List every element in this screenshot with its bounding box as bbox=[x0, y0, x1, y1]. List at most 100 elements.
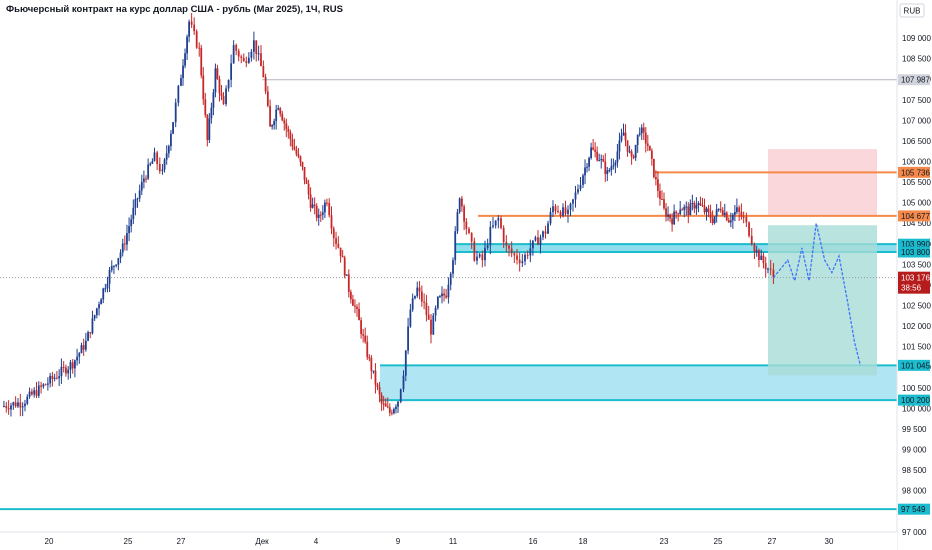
candle-body bbox=[51, 375, 54, 379]
time-axis-bg bbox=[0, 532, 897, 550]
candle-body bbox=[82, 345, 85, 350]
candle-body bbox=[476, 256, 478, 261]
chart-title: Фьючерсный контракт на курс доллар США -… bbox=[6, 4, 343, 15]
candle-body bbox=[202, 75, 205, 100]
candle-body bbox=[630, 151, 633, 157]
candle-body bbox=[577, 189, 579, 193]
candle-body bbox=[65, 367, 67, 374]
candle-body bbox=[567, 209, 569, 214]
candle-body bbox=[602, 158, 605, 162]
candle-body bbox=[404, 350, 407, 376]
candle-body bbox=[230, 63, 233, 80]
zone-bottom-tag-bg bbox=[898, 246, 930, 258]
zone-top-tag: 103 990 bbox=[901, 240, 930, 249]
candle-body bbox=[140, 181, 143, 191]
candle-body bbox=[557, 210, 559, 213]
candle-body bbox=[80, 345, 83, 354]
current-price-tag-bg bbox=[898, 271, 930, 294]
time-tick-label: 16 bbox=[529, 537, 538, 546]
candle-body bbox=[707, 208, 710, 213]
candle-body bbox=[443, 293, 445, 296]
candle-body bbox=[89, 332, 92, 334]
candle-body bbox=[188, 21, 190, 37]
time-tick-label: Дек bbox=[255, 537, 269, 546]
candle-body bbox=[458, 198, 461, 213]
candle-body bbox=[186, 36, 188, 54]
candle-body bbox=[366, 341, 369, 358]
candle-body bbox=[628, 151, 631, 153]
candle-body bbox=[78, 353, 81, 357]
candle-body bbox=[368, 357, 371, 359]
position-tool bbox=[768, 149, 877, 376]
candle-body bbox=[362, 334, 365, 336]
candle-body bbox=[95, 308, 98, 316]
candle-body bbox=[58, 376, 61, 379]
zone-bottom-tag: 100 200 bbox=[901, 396, 930, 405]
candle-body bbox=[418, 287, 421, 292]
projection-layer bbox=[772, 223, 862, 366]
level-price-tag: 104 677 bbox=[901, 212, 930, 221]
currency-label[interactable]: RUB bbox=[904, 7, 921, 16]
candle-body bbox=[354, 305, 356, 307]
candle-body bbox=[725, 212, 728, 221]
candle-body bbox=[147, 164, 150, 179]
time-tick-label: 18 bbox=[579, 537, 588, 546]
candle-body bbox=[612, 165, 615, 167]
candle-body bbox=[3, 405, 5, 407]
price-tick-label: 109 000 bbox=[902, 34, 931, 43]
candle-body bbox=[620, 135, 623, 141]
candle-body bbox=[218, 79, 221, 94]
candle-body bbox=[685, 206, 688, 208]
time-tick-label: 25 bbox=[124, 537, 133, 546]
candle-body bbox=[544, 231, 547, 234]
candle-body bbox=[699, 203, 702, 206]
candle-body bbox=[390, 412, 393, 414]
candle-body bbox=[648, 145, 651, 151]
candle-body bbox=[727, 220, 730, 223]
candle-body bbox=[260, 53, 262, 67]
candle-body bbox=[610, 166, 613, 171]
candle-body bbox=[35, 390, 38, 396]
candle-body bbox=[582, 175, 584, 185]
candle-body bbox=[28, 391, 31, 397]
candle-body bbox=[622, 132, 625, 136]
candle-body bbox=[117, 258, 120, 265]
candle-body bbox=[736, 207, 738, 212]
candle-body bbox=[711, 218, 714, 223]
candle-body bbox=[695, 205, 698, 209]
candle-body bbox=[145, 178, 147, 180]
time-tick-label: 23 bbox=[660, 537, 669, 546]
candle-body bbox=[352, 299, 354, 306]
level-price-tag-bg bbox=[898, 74, 930, 86]
candle-body bbox=[460, 198, 463, 207]
candle-body bbox=[636, 134, 639, 145]
candle-body bbox=[87, 332, 89, 341]
candle-body bbox=[76, 356, 78, 361]
candle-body bbox=[534, 237, 537, 241]
candle-body bbox=[738, 207, 741, 212]
candle-body bbox=[723, 212, 726, 215]
candle-body bbox=[303, 166, 306, 181]
candle-body bbox=[640, 127, 643, 134]
candle-body bbox=[305, 180, 308, 184]
candle-body bbox=[37, 385, 40, 396]
candle-body bbox=[562, 207, 564, 216]
candle-body bbox=[291, 139, 294, 147]
candle-body bbox=[102, 288, 105, 300]
candle-body bbox=[606, 170, 609, 174]
price-tick-label: 100 500 bbox=[902, 384, 931, 393]
price-tick-label: 98 000 bbox=[902, 487, 927, 496]
candle-body bbox=[542, 231, 544, 238]
candle-body bbox=[123, 243, 126, 245]
candle-body bbox=[364, 335, 367, 342]
candle-body bbox=[279, 108, 282, 114]
price-tick-label: 97 000 bbox=[902, 528, 927, 537]
candle-body bbox=[24, 403, 26, 407]
candle-body bbox=[502, 227, 505, 243]
candle-body bbox=[174, 102, 177, 123]
candle-body bbox=[657, 179, 659, 191]
countdown-label: 38:56 bbox=[901, 284, 922, 293]
currency-box[interactable] bbox=[899, 3, 925, 18]
candle-body bbox=[10, 405, 12, 410]
